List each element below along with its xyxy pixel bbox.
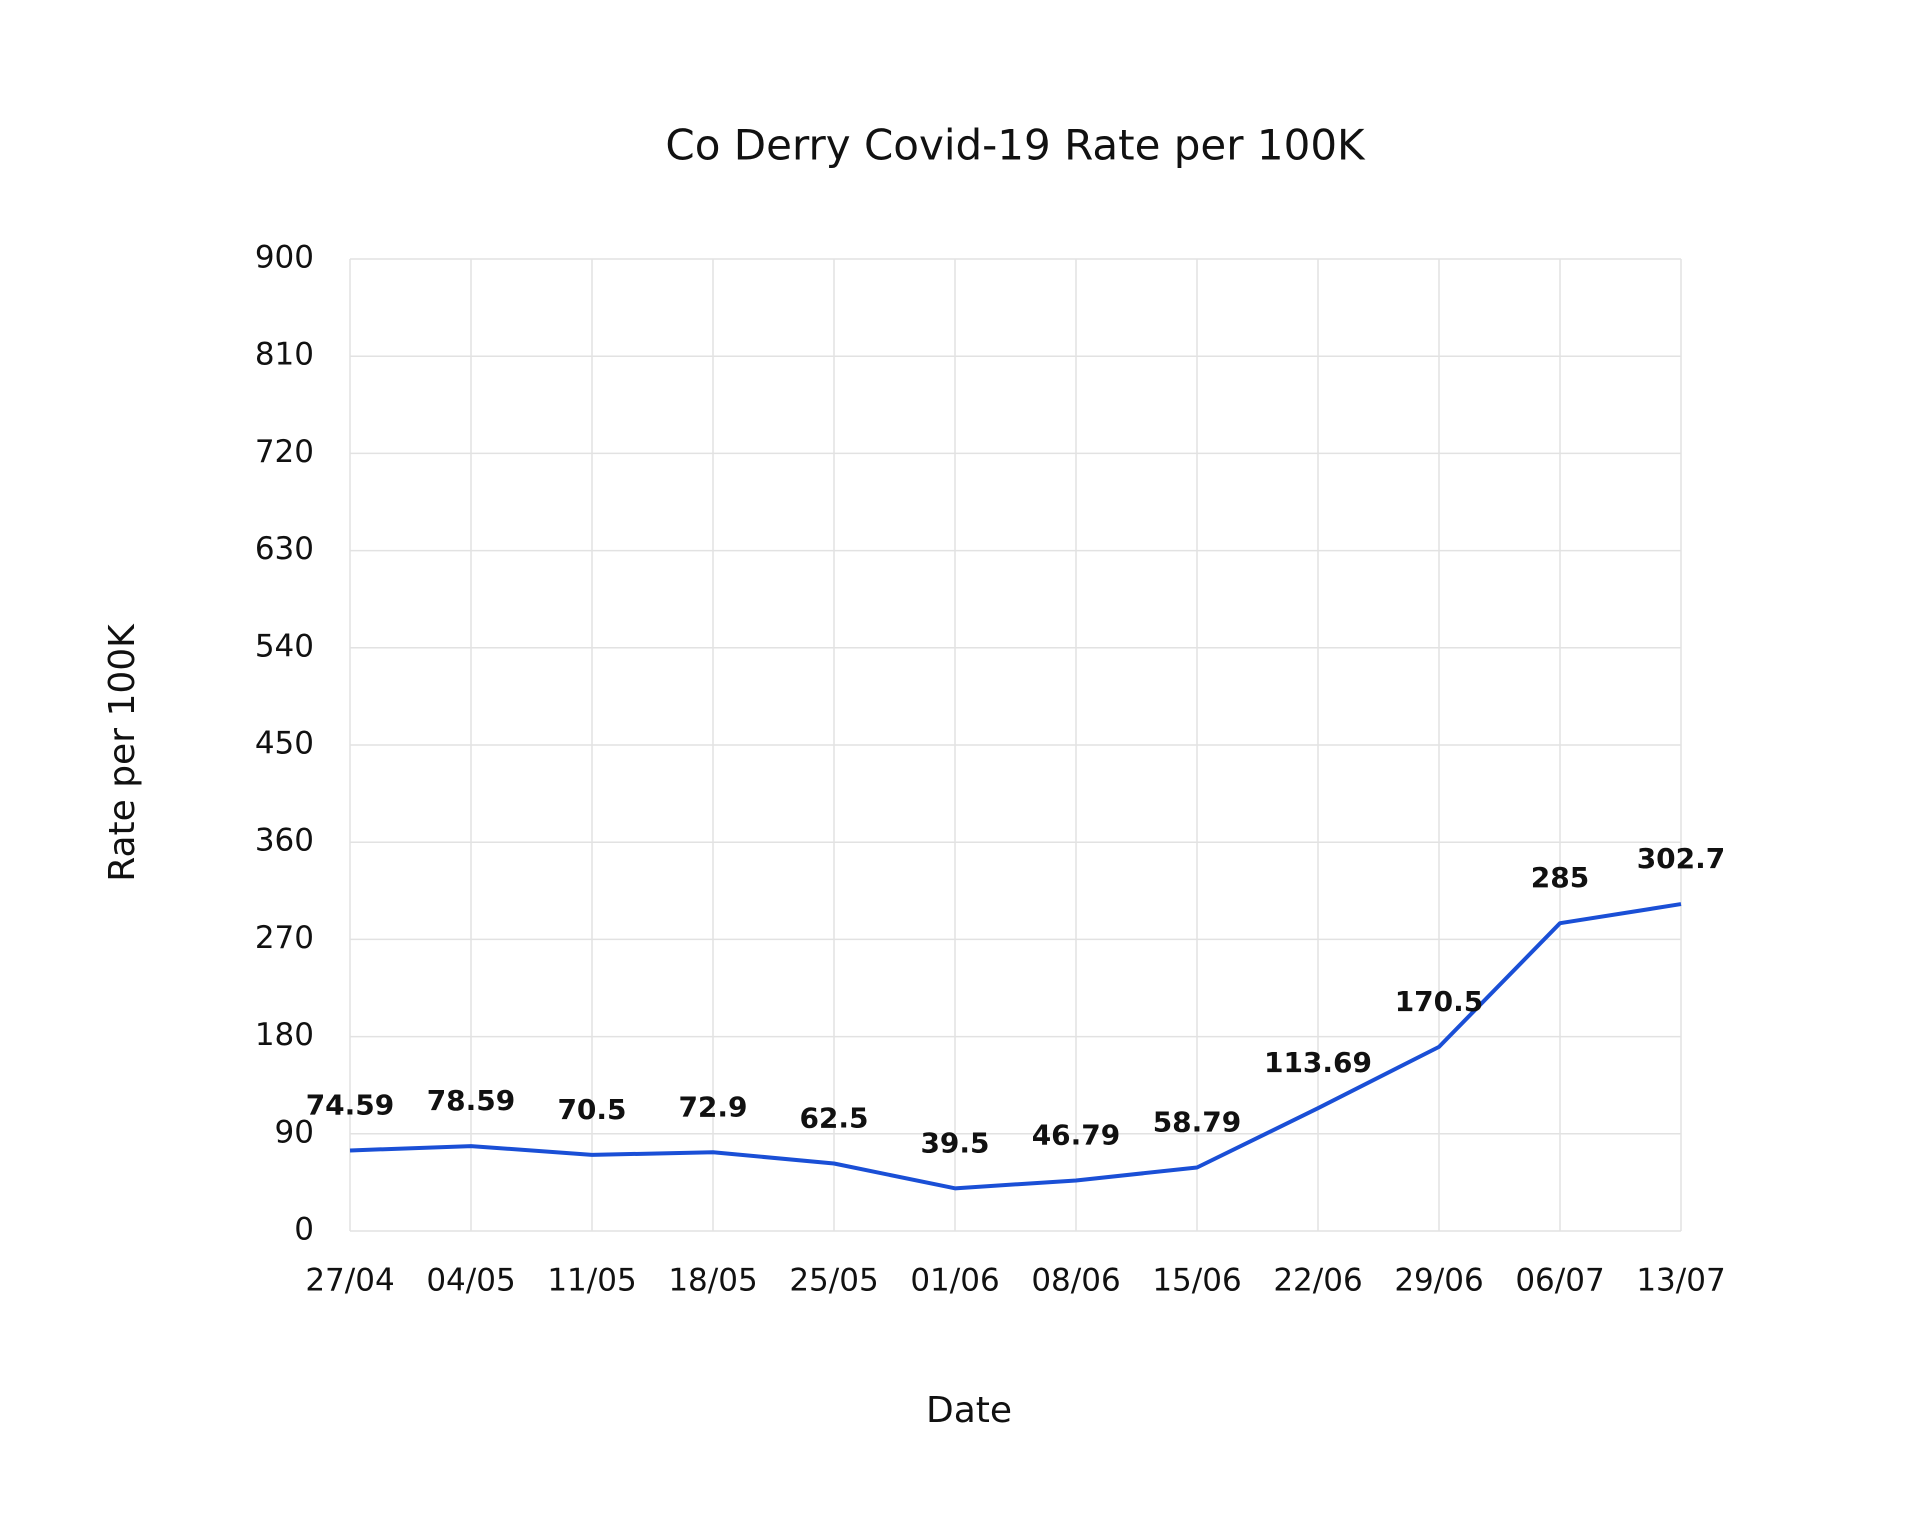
data-label: 70.5 <box>557 1093 626 1126</box>
data-label: 58.79 <box>1153 1106 1242 1139</box>
x-tick-label: 01/06 <box>910 1263 999 1299</box>
y-tick-label: 450 <box>255 726 314 762</box>
data-label: 62.5 <box>799 1102 868 1135</box>
data-label: 285 <box>1531 861 1589 894</box>
x-tick-label: 22/06 <box>1273 1263 1362 1299</box>
x-tick-label: 15/06 <box>1152 1263 1241 1299</box>
x-tick-label: 18/05 <box>668 1263 757 1299</box>
y-tick-label: 270 <box>255 920 314 956</box>
data-label: 170.5 <box>1395 985 1484 1018</box>
data-label: 113.69 <box>1264 1046 1372 1079</box>
x-tick-label: 29/06 <box>1394 1263 1483 1299</box>
x-tick-label: 04/05 <box>426 1263 515 1299</box>
y-tick-label: 180 <box>255 1017 314 1053</box>
x-tick-label: 08/06 <box>1031 1263 1120 1299</box>
x-tick-label: 11/05 <box>547 1263 636 1299</box>
y-tick-label: 360 <box>255 823 314 859</box>
x-tick-label: 13/07 <box>1636 1263 1725 1299</box>
y-tick-label: 900 <box>255 240 314 276</box>
data-label: 39.5 <box>920 1126 989 1159</box>
data-label: 46.79 <box>1032 1118 1121 1151</box>
data-label: 302.7 <box>1637 842 1726 875</box>
data-label: 78.59 <box>427 1084 516 1117</box>
data-line <box>349 902 1682 1191</box>
x-tick-label: 25/05 <box>789 1263 878 1299</box>
y-tick-label: 0 <box>294 1212 314 1248</box>
x-tick-label: 06/07 <box>1515 1263 1604 1299</box>
y-tick-label: 810 <box>255 337 314 373</box>
data-label: 74.59 <box>306 1088 395 1121</box>
x-tick-label: 27/04 <box>305 1263 394 1299</box>
y-tick-label: 720 <box>255 434 314 470</box>
x-axis-title: Date <box>926 1390 1012 1431</box>
y-tick-label: 540 <box>255 628 314 664</box>
y-tick-label: 90 <box>275 1114 314 1150</box>
data-label: 72.9 <box>678 1090 747 1123</box>
y-tick-label: 630 <box>255 531 314 567</box>
y-axis-title: Rate per 100K <box>102 623 143 882</box>
chart-title: Co Derry Covid-19 Rate per 100K <box>665 121 1366 170</box>
